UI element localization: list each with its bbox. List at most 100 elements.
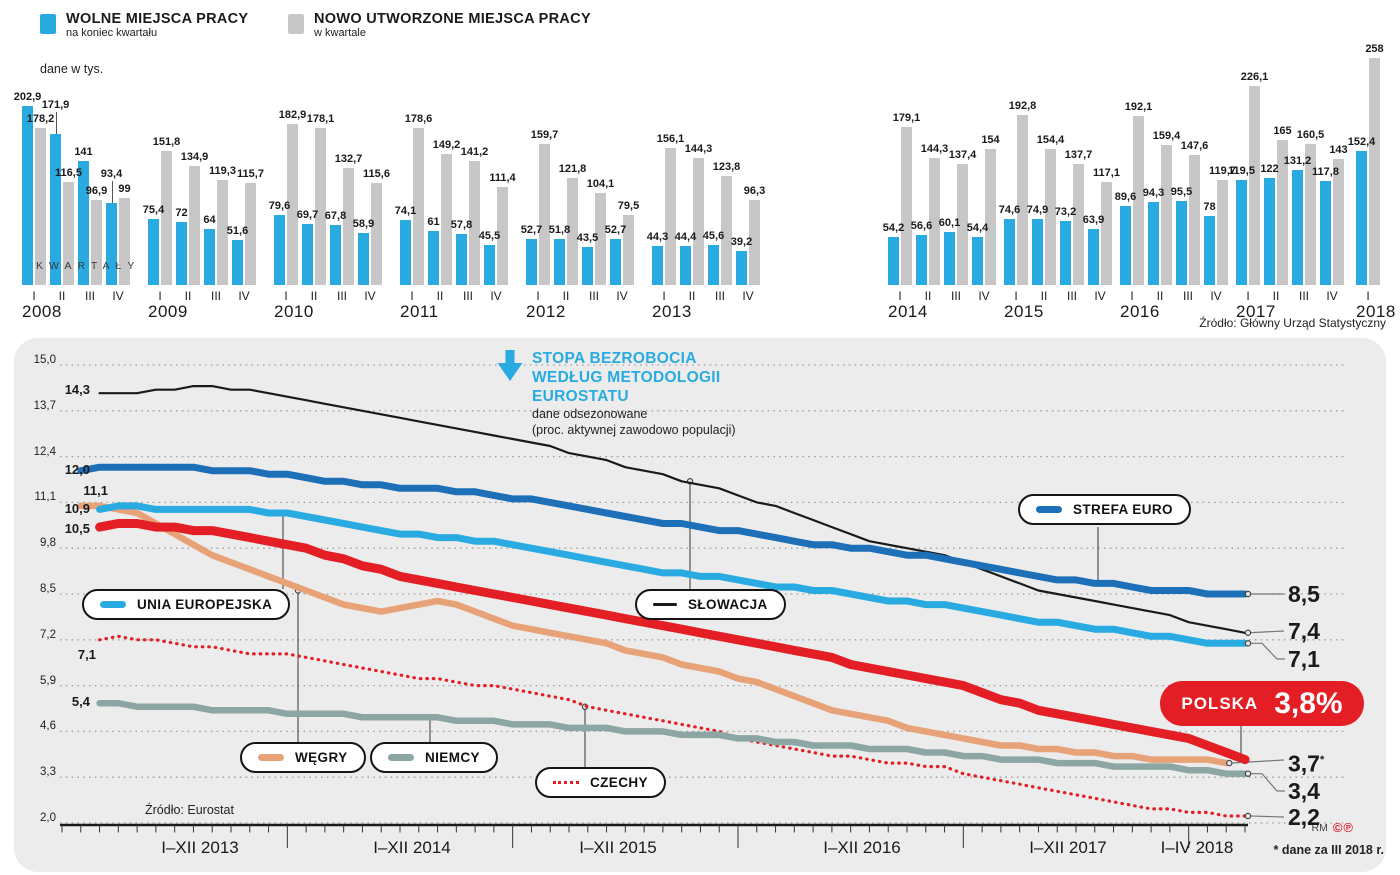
bar-nowe	[567, 177, 578, 285]
quarter-tick-label: II	[924, 289, 932, 303]
quarter-tick-label: I	[158, 289, 162, 303]
bar-nowe	[721, 176, 732, 285]
bar-wolne	[232, 239, 243, 285]
bar-wolne	[708, 244, 719, 285]
legend-item-wolne: WOLNE MIEJSCA PRACY na koniec kwartału	[40, 12, 248, 40]
y-axis-tick-label: 15,0	[33, 354, 56, 366]
bar-nowe	[1161, 144, 1172, 285]
bar-value-wolne: 122	[1260, 162, 1279, 175]
niemcy-line-swatch	[388, 754, 414, 761]
quarter-tick-label: I	[1246, 289, 1250, 303]
bar-value-nowe: 137,4	[948, 149, 977, 162]
pill-label-strefa: STREFA EURO	[1073, 502, 1173, 517]
bar-value-nowe: 143	[1329, 144, 1348, 157]
bar-value-nowe: 121,8	[558, 162, 587, 175]
start-label-niemcy: 5,4	[71, 694, 90, 709]
bar-wolne	[1356, 150, 1367, 285]
bar-value-nowe: 104,1	[586, 178, 615, 191]
bar-nowe	[1277, 139, 1288, 285]
bar-label-leader	[55, 111, 57, 134]
bar-value-wolne: 74,1	[394, 204, 417, 217]
bar-nowe	[119, 197, 130, 285]
bar-value-nowe: 115,6	[363, 168, 390, 181]
bar-value-nowe: 160,5	[1296, 128, 1325, 141]
bar-wolne	[22, 106, 33, 285]
quarter-tick-label: I	[284, 289, 288, 303]
end-label-czechy: 2,2	[1288, 804, 1320, 830]
wegry-footnote-asterisk: *	[1319, 754, 1325, 766]
bar-value-wolne: 44,4	[674, 230, 697, 243]
quarter-tick-label: III	[462, 289, 473, 303]
quarter-tick-label: IV	[1326, 289, 1338, 303]
quarter-tick-label: III	[84, 289, 95, 303]
bar-value-wolne: 52,7	[604, 223, 627, 236]
bar-value-nowe: 192,8	[1008, 100, 1037, 113]
bar-value-nowe: 178,2	[26, 113, 55, 126]
legend-pill-wegry[interactable]: WĘGRY	[240, 742, 366, 773]
start-label-czechy: 7,1	[77, 647, 96, 662]
pill-label-czechy: CZECHY	[590, 775, 648, 790]
bar-nowe	[665, 147, 676, 285]
quarter-tick-label: I	[1014, 289, 1018, 303]
bar-nowe	[929, 158, 940, 285]
quarter-tick-label: II	[688, 289, 696, 303]
bar-nowe	[1101, 181, 1112, 285]
quarter-tick-label: III	[1298, 289, 1309, 303]
bar-value-wolne: 43,5	[576, 231, 599, 244]
legend-pill-slowacja[interactable]: SŁOWACJA	[635, 589, 786, 620]
bar-value-nowe: 147,6	[1180, 140, 1209, 153]
legend-pill-niemcy[interactable]: NIEMCY	[370, 742, 498, 773]
quarter-tick-label: II	[58, 289, 66, 303]
bar-value-nowe: 119,3	[209, 165, 236, 178]
bar-value-wolne: 93,4	[100, 167, 123, 180]
bar-nowe	[1333, 159, 1344, 285]
bar-value-nowe: 144,3	[920, 143, 949, 156]
bar-value-nowe: 165	[1273, 124, 1292, 137]
bar-value-wolne: 152,4	[1347, 135, 1376, 148]
bar-value-nowe: 159,4	[1152, 129, 1181, 142]
bar-nowe	[539, 144, 550, 285]
quarter-tick-label: III	[210, 289, 221, 303]
legend-pill-unia-europejska[interactable]: UNIA EUROPEJSKA	[82, 589, 291, 620]
start-label-slowacja: 14,3	[64, 382, 90, 397]
pill-label-unia: UNIA EUROPEJSKA	[137, 597, 273, 612]
bar-value-wolne: 89,6	[1114, 191, 1137, 204]
bar-nowe	[1305, 143, 1316, 285]
bar-value-wolne: 171,9	[41, 98, 70, 111]
year-label: 2018	[1356, 302, 1396, 321]
legend-pill-czechy[interactable]: CZECHY	[535, 767, 666, 798]
legend-nowe-label: NOWO UTWORZONE MIEJSCA PRACY	[314, 11, 591, 27]
bar-nowe	[1045, 149, 1056, 285]
bar-nowe	[161, 151, 172, 285]
bar-wolne	[176, 221, 187, 285]
year-label: 2012	[526, 302, 566, 321]
legend-pill-strefa-euro[interactable]: STREFA EURO	[1018, 494, 1191, 525]
end-label-niemcy: 3,4	[1288, 778, 1320, 804]
end-label-unia: 7,1	[1288, 646, 1320, 672]
bar-nowe	[315, 128, 326, 285]
quarter-tick-label: IV	[490, 289, 502, 303]
x-axis-year-label: I–XII 2015	[579, 838, 657, 857]
bar-wolne	[652, 246, 663, 285]
bar-value-nowe: 151,8	[152, 136, 181, 149]
y-axis-tick-label: 4,6	[40, 720, 56, 733]
bar-value-nowe: 132,7	[334, 153, 363, 166]
bar-value-wolne: 57,8	[450, 219, 473, 232]
bar-wolne	[1236, 179, 1247, 285]
credits: RM ©℗	[1311, 820, 1354, 835]
bar-nowe	[469, 160, 480, 285]
bar-nowe	[957, 164, 968, 285]
x-axis-year-label: I–XII 2013	[161, 838, 239, 857]
end-label-wegry: 3,7*	[1288, 750, 1325, 777]
bar-nowe	[985, 149, 996, 285]
bar-value-nowe: 116,5	[55, 167, 82, 180]
bar-nowe	[1369, 57, 1380, 285]
bar-wolne	[484, 244, 495, 285]
bar-wolne	[1292, 169, 1303, 285]
bar-value-wolne: 52,7	[520, 223, 543, 236]
footnote-march-2018: * dane za III 2018 r.	[1273, 843, 1384, 857]
bar-nowe	[1073, 163, 1084, 285]
bar-value-nowe: 226,1	[1240, 71, 1269, 84]
bar-value-wolne: 67,8	[324, 210, 347, 223]
bar-value-wolne: 45,5	[478, 229, 501, 242]
